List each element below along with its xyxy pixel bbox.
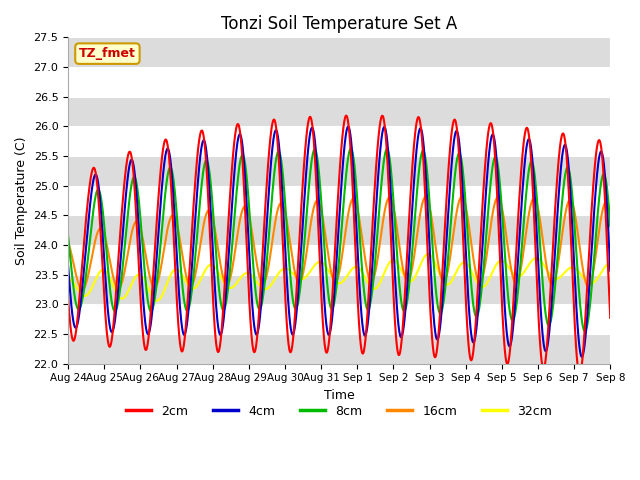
2cm xyxy=(64,296,72,301)
4cm xyxy=(578,354,586,360)
2cm xyxy=(185,281,193,287)
32cm xyxy=(495,259,502,264)
X-axis label: Time: Time xyxy=(324,389,355,402)
Bar xyxy=(68,275,611,304)
Line: 32cm: 32cm xyxy=(68,254,611,300)
32cm xyxy=(543,267,550,273)
Legend: 2cm, 4cm, 8cm, 16cm, 32cm: 2cm, 4cm, 8cm, 16cm, 32cm xyxy=(121,400,557,423)
Title: Tonzi Soil Temperature Set A: Tonzi Soil Temperature Set A xyxy=(221,15,458,33)
Y-axis label: Soil Temperature (C): Soil Temperature (C) xyxy=(15,136,28,265)
Line: 8cm: 8cm xyxy=(68,149,611,331)
16cm xyxy=(246,216,253,222)
4cm xyxy=(64,264,72,269)
4cm xyxy=(424,204,431,210)
32cm xyxy=(246,271,253,276)
Line: 16cm: 16cm xyxy=(68,197,611,289)
8cm xyxy=(246,207,253,213)
4cm xyxy=(172,230,179,236)
16cm xyxy=(495,195,502,201)
8cm xyxy=(424,173,431,179)
32cm xyxy=(424,251,432,257)
2cm xyxy=(172,272,179,277)
4cm xyxy=(542,348,550,354)
2cm xyxy=(495,219,502,225)
8cm xyxy=(172,196,179,202)
8cm xyxy=(542,315,550,321)
Bar xyxy=(68,156,611,186)
Text: TZ_fmet: TZ_fmet xyxy=(79,47,136,60)
4cm xyxy=(246,253,253,259)
Line: 4cm: 4cm xyxy=(68,127,611,357)
4cm xyxy=(607,268,614,274)
16cm xyxy=(78,287,86,292)
16cm xyxy=(543,264,550,269)
16cm xyxy=(64,240,72,245)
32cm xyxy=(607,261,614,266)
16cm xyxy=(185,282,193,288)
4cm xyxy=(185,305,193,311)
2cm xyxy=(246,299,253,305)
2cm xyxy=(576,372,584,377)
4cm xyxy=(495,183,502,189)
8cm xyxy=(64,233,72,239)
2cm xyxy=(342,113,350,119)
Line: 2cm: 2cm xyxy=(68,116,611,374)
16cm xyxy=(458,194,466,200)
Bar xyxy=(68,216,611,245)
4cm xyxy=(344,124,352,130)
32cm xyxy=(153,298,161,303)
16cm xyxy=(607,209,614,215)
32cm xyxy=(185,284,193,289)
32cm xyxy=(172,266,180,272)
Bar xyxy=(68,96,611,126)
8cm xyxy=(581,328,589,334)
2cm xyxy=(424,247,431,252)
2cm xyxy=(542,351,550,357)
8cm xyxy=(607,223,614,229)
8cm xyxy=(495,166,502,172)
8cm xyxy=(347,146,355,152)
Bar xyxy=(68,334,611,364)
32cm xyxy=(424,251,431,257)
32cm xyxy=(64,276,72,282)
16cm xyxy=(172,218,180,224)
Bar xyxy=(68,37,611,67)
16cm xyxy=(424,196,431,202)
2cm xyxy=(607,315,614,321)
8cm xyxy=(185,306,193,312)
